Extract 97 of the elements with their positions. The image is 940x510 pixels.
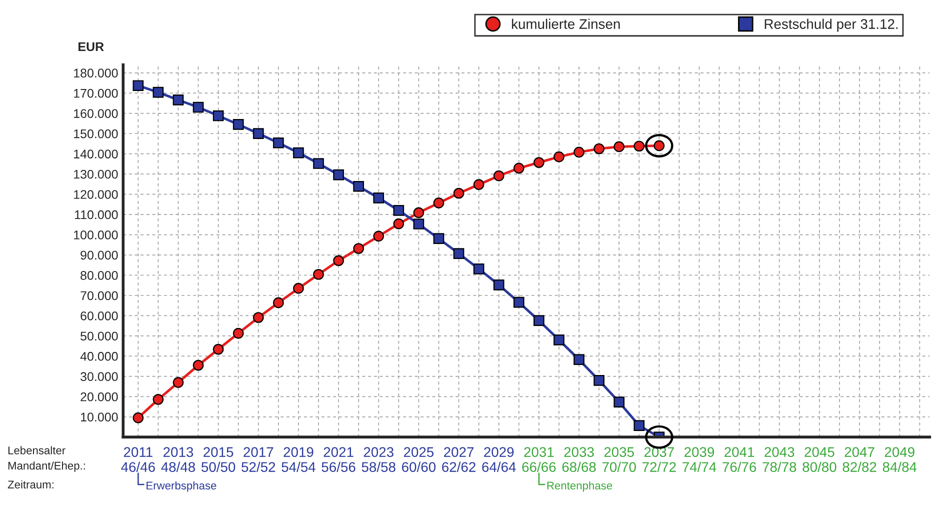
text: Erwerbsphase	[146, 481, 216, 492]
point	[293, 147, 304, 158]
x-tick-label: 2017 52/52	[242, 447, 276, 472]
point	[554, 151, 564, 162]
point	[433, 198, 444, 208]
point	[453, 248, 464, 259]
point	[554, 334, 564, 346]
point	[333, 255, 344, 266]
point	[373, 230, 384, 242]
point	[393, 218, 404, 230]
point	[634, 420, 645, 431]
point	[313, 268, 324, 280]
point	[353, 180, 364, 192]
point	[393, 205, 404, 216]
point	[534, 315, 544, 326]
x-tick-label: 2041 76/76	[722, 447, 756, 472]
legend-label: kumulierte Zinsen	[512, 18, 620, 29]
point	[353, 243, 364, 254]
point	[534, 157, 544, 168]
point	[232, 328, 244, 339]
point	[513, 162, 524, 174]
point	[513, 296, 524, 308]
x-tick-label: 2045 80/80	[802, 447, 836, 472]
point	[373, 192, 384, 204]
x-tick-label: 2047 82/82	[842, 447, 876, 472]
y-tick-label: 50.000	[80, 332, 118, 341]
x-tick-label: 2027 62/62	[442, 447, 476, 472]
point	[192, 360, 204, 371]
y-tick-label: 20.000	[80, 392, 118, 402]
text: Mandant/Ehep.:	[8, 461, 85, 472]
text: Zeitraum:	[8, 480, 54, 489]
text: Rentenphase	[547, 481, 612, 492]
point	[594, 143, 604, 154]
x-tick-label: 2023 58/58	[362, 447, 396, 472]
point	[232, 119, 244, 130]
point	[574, 146, 584, 158]
x-tick-label: 2025 60/60	[402, 447, 436, 472]
point	[252, 128, 264, 139]
x-tick-label: 2031 66/66	[522, 447, 556, 472]
x-tick-label: 2043 78/78	[762, 447, 796, 472]
point	[453, 188, 464, 199]
point	[252, 312, 264, 323]
point	[192, 102, 204, 113]
x-tick-label: 2035 70/70	[602, 447, 636, 472]
x-tick-label: 2021 56/56	[322, 447, 356, 472]
point	[172, 377, 184, 388]
y-tick-label: 150.000	[74, 129, 118, 138]
point	[152, 394, 164, 405]
x-tick-label: 2013 48/48	[161, 447, 196, 472]
point	[132, 412, 144, 424]
y-tick-label: 10.000	[81, 412, 118, 422]
text: Lebensalter	[8, 446, 66, 454]
y-tick-label: 160.000	[74, 109, 118, 118]
y-tick-label: 180.000	[74, 68, 118, 78]
x-tick-label: 2049 84/84	[882, 447, 917, 472]
point	[152, 86, 164, 98]
point	[212, 344, 224, 355]
x-tick-label: 2015 50/50	[202, 447, 236, 472]
point	[493, 279, 504, 290]
y-tick-label: 120.000	[74, 190, 118, 199]
point	[313, 158, 324, 169]
point	[433, 233, 444, 244]
point	[413, 218, 424, 230]
point	[293, 282, 304, 294]
point	[413, 207, 424, 218]
x-tick-label: 2033 68/68	[562, 447, 596, 472]
x-tick-label: 2029 64/64	[482, 447, 516, 472]
y-tick-label: 40.000	[80, 352, 118, 361]
y-tick-label: 170.000	[74, 88, 118, 98]
y-tick-label: 140.000	[74, 150, 118, 158]
point	[172, 94, 184, 106]
point	[132, 80, 144, 92]
point	[634, 140, 645, 152]
point	[574, 354, 584, 365]
point	[493, 170, 504, 182]
y-tick-label: 90.000	[80, 250, 118, 260]
y-tick-label: 80.000	[80, 271, 118, 280]
point	[473, 264, 484, 274]
point	[594, 375, 604, 386]
y-tick-label: 110.000	[74, 210, 118, 220]
point	[614, 396, 624, 408]
point	[614, 141, 624, 152]
point	[273, 297, 284, 308]
y-tick-label: 100.000	[74, 230, 118, 240]
point	[212, 110, 224, 122]
y-axis-title: EUR	[78, 42, 104, 52]
legend-label: Restschuld per 31.12.	[764, 18, 898, 32]
x-tick-label: 2019 54/54	[282, 447, 316, 472]
x-tick-label: 2011 46/46	[121, 447, 155, 472]
x-tick-label: 2039 74/74	[682, 447, 716, 472]
point	[333, 169, 344, 180]
point	[473, 179, 484, 190]
y-tick-label: 60.000	[80, 311, 118, 320]
point	[273, 137, 284, 148]
y-tick-label: 70.000	[80, 291, 118, 300]
y-tick-label: 130.000	[74, 170, 118, 179]
y-tick-label: 30.000	[80, 372, 118, 382]
